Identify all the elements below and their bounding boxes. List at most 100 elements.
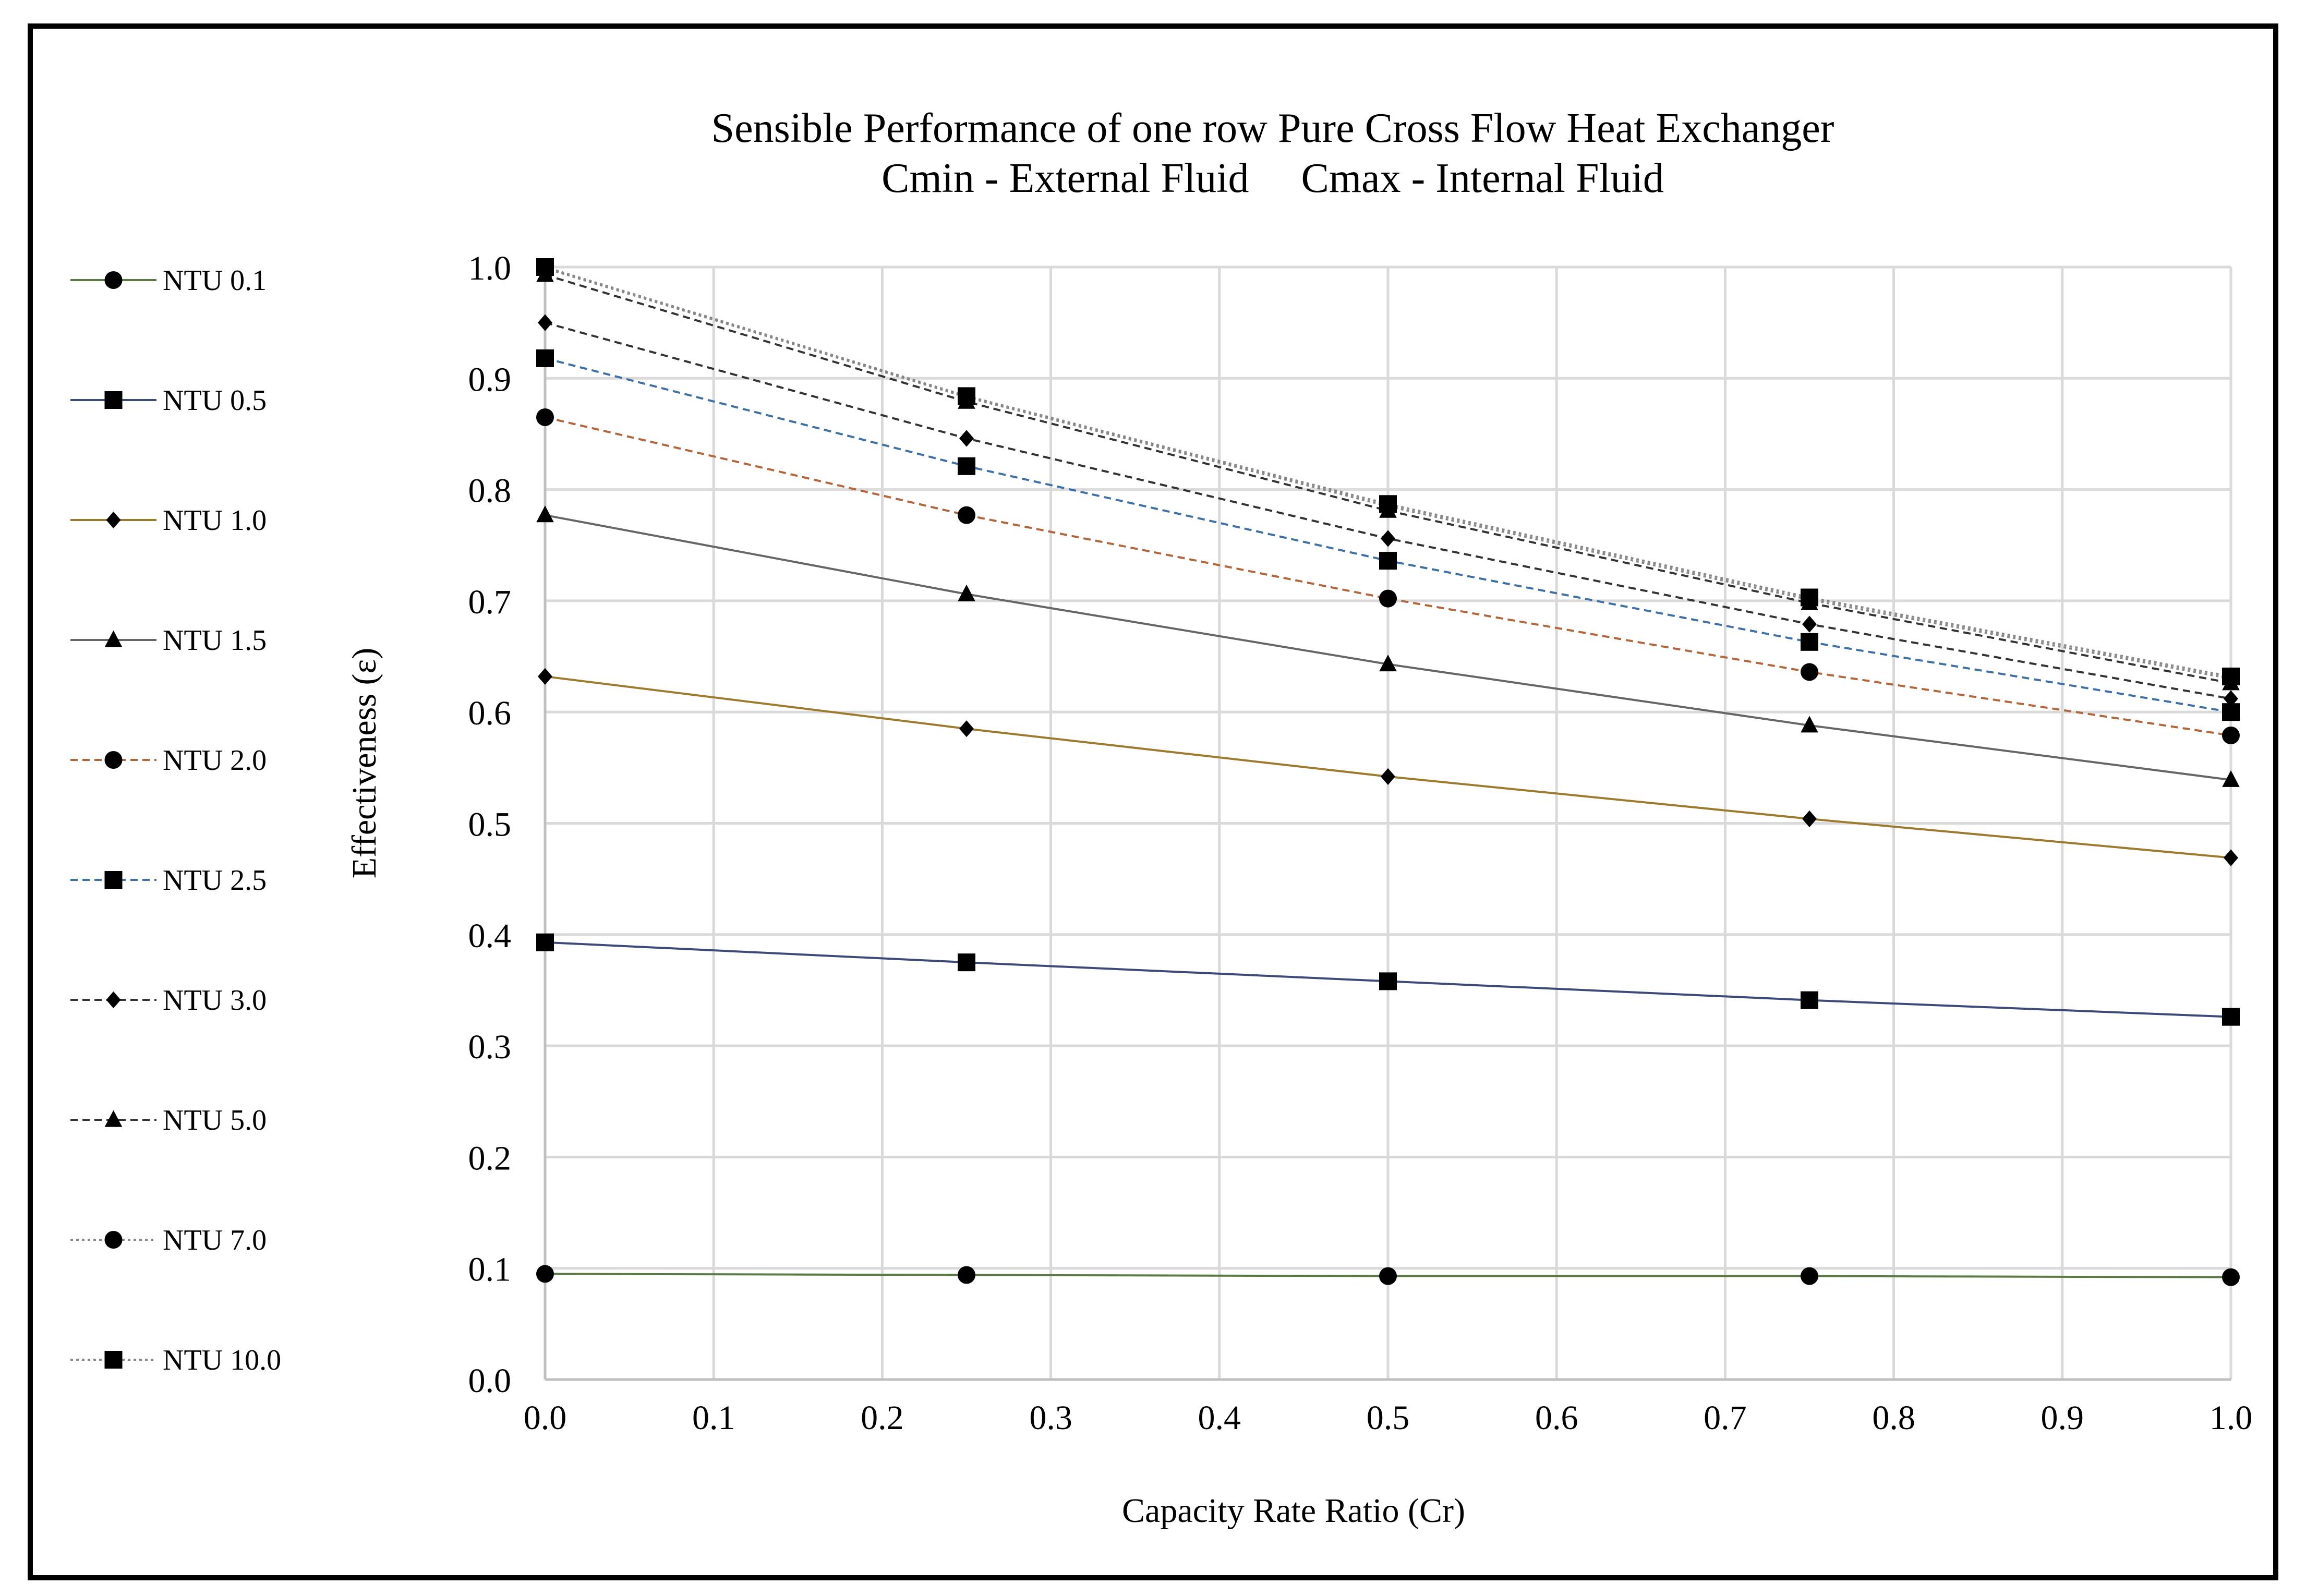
legend-item-ntu-0-5: NTU 0.5 <box>70 384 267 417</box>
legend-marker <box>104 1231 123 1249</box>
legend-marker <box>104 871 123 889</box>
legend-label: NTU 3.0 <box>163 984 267 1017</box>
x-tick-label: 0.6 <box>1535 1399 1578 1437</box>
series-ntu-10-0 <box>536 258 2240 685</box>
legend-marker <box>104 271 123 289</box>
legend-marker <box>104 1110 123 1127</box>
data-point-ntu-1-5 <box>2222 770 2240 787</box>
x-tick-label: 0.3 <box>1029 1399 1072 1437</box>
data-point-ntu-3-0 <box>538 314 552 331</box>
data-point-ntu-10-0 <box>536 258 554 276</box>
data-point-ntu-2-0 <box>1379 589 1397 608</box>
legend-marker <box>106 991 121 1009</box>
legend-item-ntu-5-0: NTU 5.0 <box>70 1104 267 1136</box>
x-tick-label: 0.8 <box>1872 1399 1915 1437</box>
legend-marker <box>106 511 121 529</box>
x-tick-label: 0.2 <box>861 1399 904 1437</box>
data-point-ntu-0-1 <box>1379 1267 1397 1285</box>
series-ntu-1-0 <box>538 668 2238 866</box>
y-tick-label: 0.4 <box>468 917 512 955</box>
chart-subtitle: Cmin - External Fluid Cmax - Internal Fl… <box>882 155 1664 201</box>
data-point-ntu-1-0 <box>1802 810 1817 828</box>
legend-item-ntu-10-0: NTU 10.0 <box>70 1344 281 1376</box>
legend-label: NTU 2.0 <box>163 744 267 777</box>
data-point-ntu-0-5 <box>958 953 975 972</box>
data-point-ntu-1-0 <box>1381 768 1395 785</box>
data-point-ntu-2-0 <box>1801 663 1818 681</box>
series-line-ntu-5-0 <box>545 274 2231 684</box>
data-point-ntu-2-0 <box>536 408 554 426</box>
y-tick-label: 1.0 <box>468 249 512 287</box>
data-point-ntu-0-5 <box>2222 1008 2240 1026</box>
x-tick-label: 0.0 <box>524 1399 567 1437</box>
data-point-ntu-0-1 <box>536 1265 554 1283</box>
series-ntu-2-5 <box>536 349 2240 721</box>
legend-label: NTU 0.1 <box>163 264 267 297</box>
x-tick-label: 0.9 <box>2041 1399 2084 1437</box>
legend-marker <box>104 630 123 647</box>
data-point-ntu-1-0 <box>538 668 552 685</box>
chart-frame <box>28 23 2278 1580</box>
legend-marker <box>104 751 123 769</box>
data-point-ntu-3-0 <box>959 430 974 447</box>
data-point-ntu-0-1 <box>2222 1268 2240 1286</box>
y-tick-label: 0.5 <box>468 806 512 844</box>
data-point-ntu-0-5 <box>1379 972 1397 990</box>
data-point-ntu-2-5 <box>1801 633 1818 651</box>
data-point-ntu-3-0 <box>1802 615 1817 633</box>
chart-title: Sensible Performance of one row Pure Cro… <box>711 105 1834 151</box>
legend-item-ntu-1-5: NTU 1.5 <box>70 624 267 657</box>
legend: NTU 0.1 NTU 0.5 NTU 1.0 NTU 1.5 NTU 2.0 NTU 2… <box>70 264 281 1376</box>
data-point-ntu-1-5 <box>1379 655 1397 672</box>
data-point-ntu-3-0 <box>1381 530 1395 547</box>
series-ntu-0-1 <box>536 1265 2240 1286</box>
legend-marker <box>104 391 123 409</box>
legend-item-ntu-1-0: NTU 1.0 <box>70 504 267 537</box>
data-point-ntu-2-5 <box>1379 552 1397 570</box>
x-tick-label: 0.4 <box>1198 1399 1241 1437</box>
y-tick-label: 0.7 <box>468 583 512 621</box>
legend-label: NTU 2.5 <box>163 864 267 897</box>
y-tick-label: 0.6 <box>468 694 512 732</box>
series-line-ntu-10-0 <box>545 266 2231 678</box>
data-point-ntu-0-5 <box>1801 991 1818 1009</box>
series-ntu-3-0 <box>538 314 2238 707</box>
data-point-ntu-10-0 <box>2222 667 2240 685</box>
legend-label: NTU 1.0 <box>163 504 267 537</box>
axes: 0.0 0.1 0.2 0.3 0.4 0.5 0.6 0.7 0.8 0.9 1.0 0.0 0.1 0… <box>468 249 2253 1437</box>
legend-label: NTU 5.0 <box>163 1104 267 1136</box>
legend-label: NTU 10.0 <box>163 1344 281 1376</box>
y-tick-label: 0.9 <box>468 360 512 398</box>
x-tick-label: 0.1 <box>692 1399 735 1437</box>
x-tick-label: 0.7 <box>1704 1399 1747 1437</box>
data-point-ntu-1-5 <box>958 584 975 601</box>
series-line-ntu-7-0 <box>545 267 2231 680</box>
data-point-ntu-0-1 <box>958 1266 975 1284</box>
y-tick-label: 0.8 <box>468 472 512 510</box>
y-axis-label: Effectiveness (ε) <box>345 648 383 878</box>
legend-item-ntu-2-0: NTU 2.0 <box>70 744 267 777</box>
data-point-ntu-1-0 <box>2224 849 2238 866</box>
data-point-ntu-1-0 <box>959 720 974 737</box>
data-point-ntu-1-5 <box>536 505 554 523</box>
legend-item-ntu-0-1: NTU 0.1 <box>70 264 267 297</box>
data-point-ntu-2-5 <box>958 457 975 475</box>
y-tick-label: 0.0 <box>468 1362 512 1400</box>
data-point-ntu-0-5 <box>536 933 554 951</box>
series-group <box>536 258 2240 1286</box>
data-point-ntu-10-0 <box>958 387 975 405</box>
data-point-ntu-2-5 <box>536 349 554 367</box>
series-ntu-2-0 <box>536 408 2240 744</box>
data-point-ntu-2-0 <box>2222 726 2240 744</box>
data-point-ntu-10-0 <box>1801 588 1818 607</box>
x-tick-label: 0.5 <box>1367 1399 1410 1437</box>
data-point-ntu-10-0 <box>1379 495 1397 513</box>
series-ntu-0-5 <box>536 933 2240 1026</box>
data-point-ntu-2-0 <box>958 506 975 524</box>
y-tick-label: 0.3 <box>468 1028 512 1066</box>
y-tick-label: 0.1 <box>468 1251 512 1289</box>
y-tick-label: 0.2 <box>468 1139 512 1177</box>
